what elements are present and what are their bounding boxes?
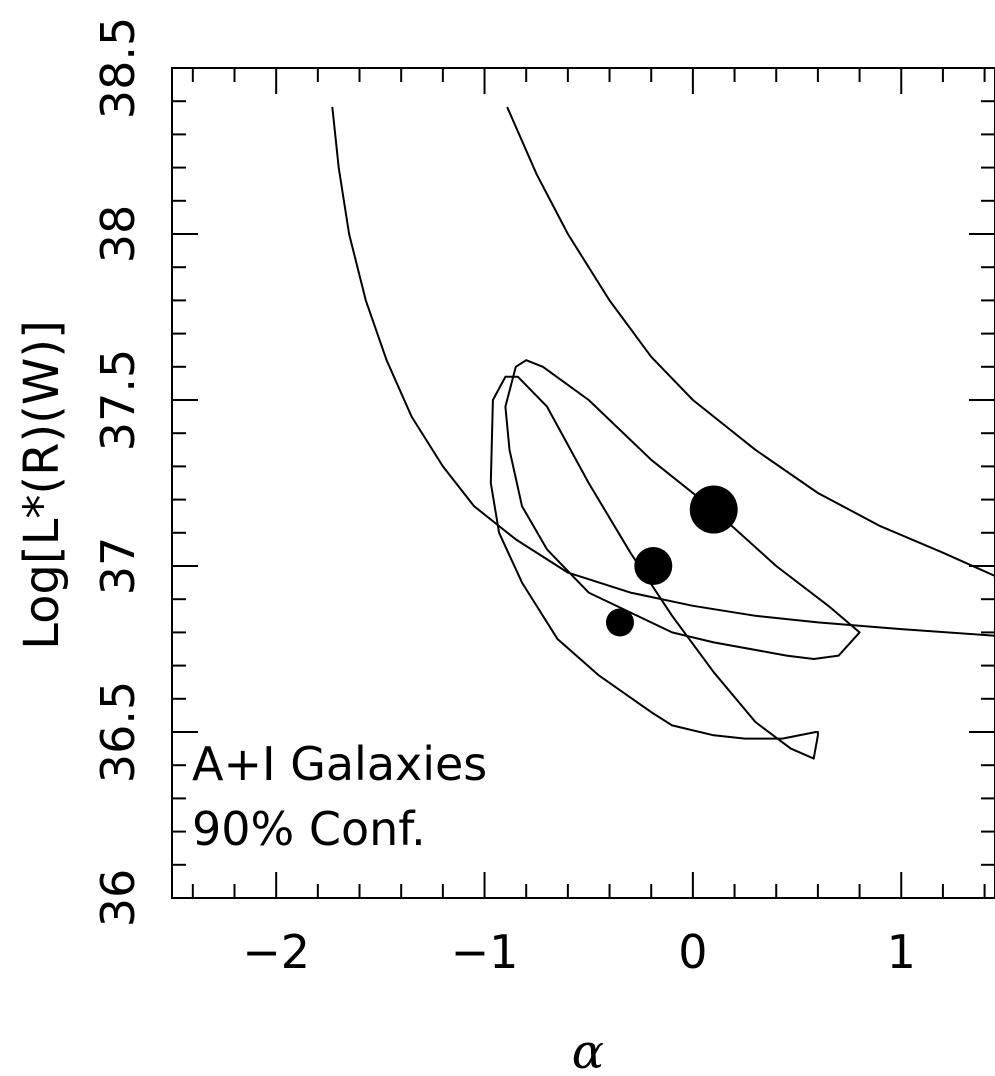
data-point-2 [634, 547, 673, 585]
y-tick-label: 37.5 [91, 349, 145, 451]
data-point-3 [605, 608, 634, 637]
tick-marks: −2 −1 0 1 36 36.5 37 37.5 38 38.5 [91, 17, 995, 979]
x-tick-label: 1 [887, 925, 916, 979]
y-tick-label: 37 [91, 537, 145, 596]
x-tick-label: 0 [678, 925, 707, 979]
contour-line-4 [489, 375, 819, 760]
data-points [605, 485, 738, 637]
annotations: A+I Galaxies 90% Conf. [192, 737, 487, 856]
y-tick-label: 36.5 [91, 681, 145, 783]
y-tick-label: 38 [91, 205, 145, 264]
axis-labels: α Log[L*(R)(W)] [14, 320, 604, 1076]
plot-frame [171, 67, 995, 899]
contour-line-2 [506, 106, 995, 577]
contour-line-1 [331, 106, 995, 637]
x-tick-label: −2 [242, 925, 310, 979]
x-tick-label: −1 [451, 925, 519, 979]
contour-line-3 [504, 359, 861, 660]
plot-border [171, 67, 995, 899]
data-point-1 [689, 485, 738, 534]
annotation-galaxies: A+I Galaxies [192, 737, 487, 791]
x-axis-label: α [572, 1024, 604, 1076]
y-tick-label: 38.5 [91, 17, 145, 119]
annotation-confidence: 90% Conf. [192, 802, 426, 856]
y-tick-label: 36 [91, 869, 145, 928]
y-axis-label: Log[L*(R)(W)] [14, 320, 70, 650]
contour-group [331, 106, 995, 760]
